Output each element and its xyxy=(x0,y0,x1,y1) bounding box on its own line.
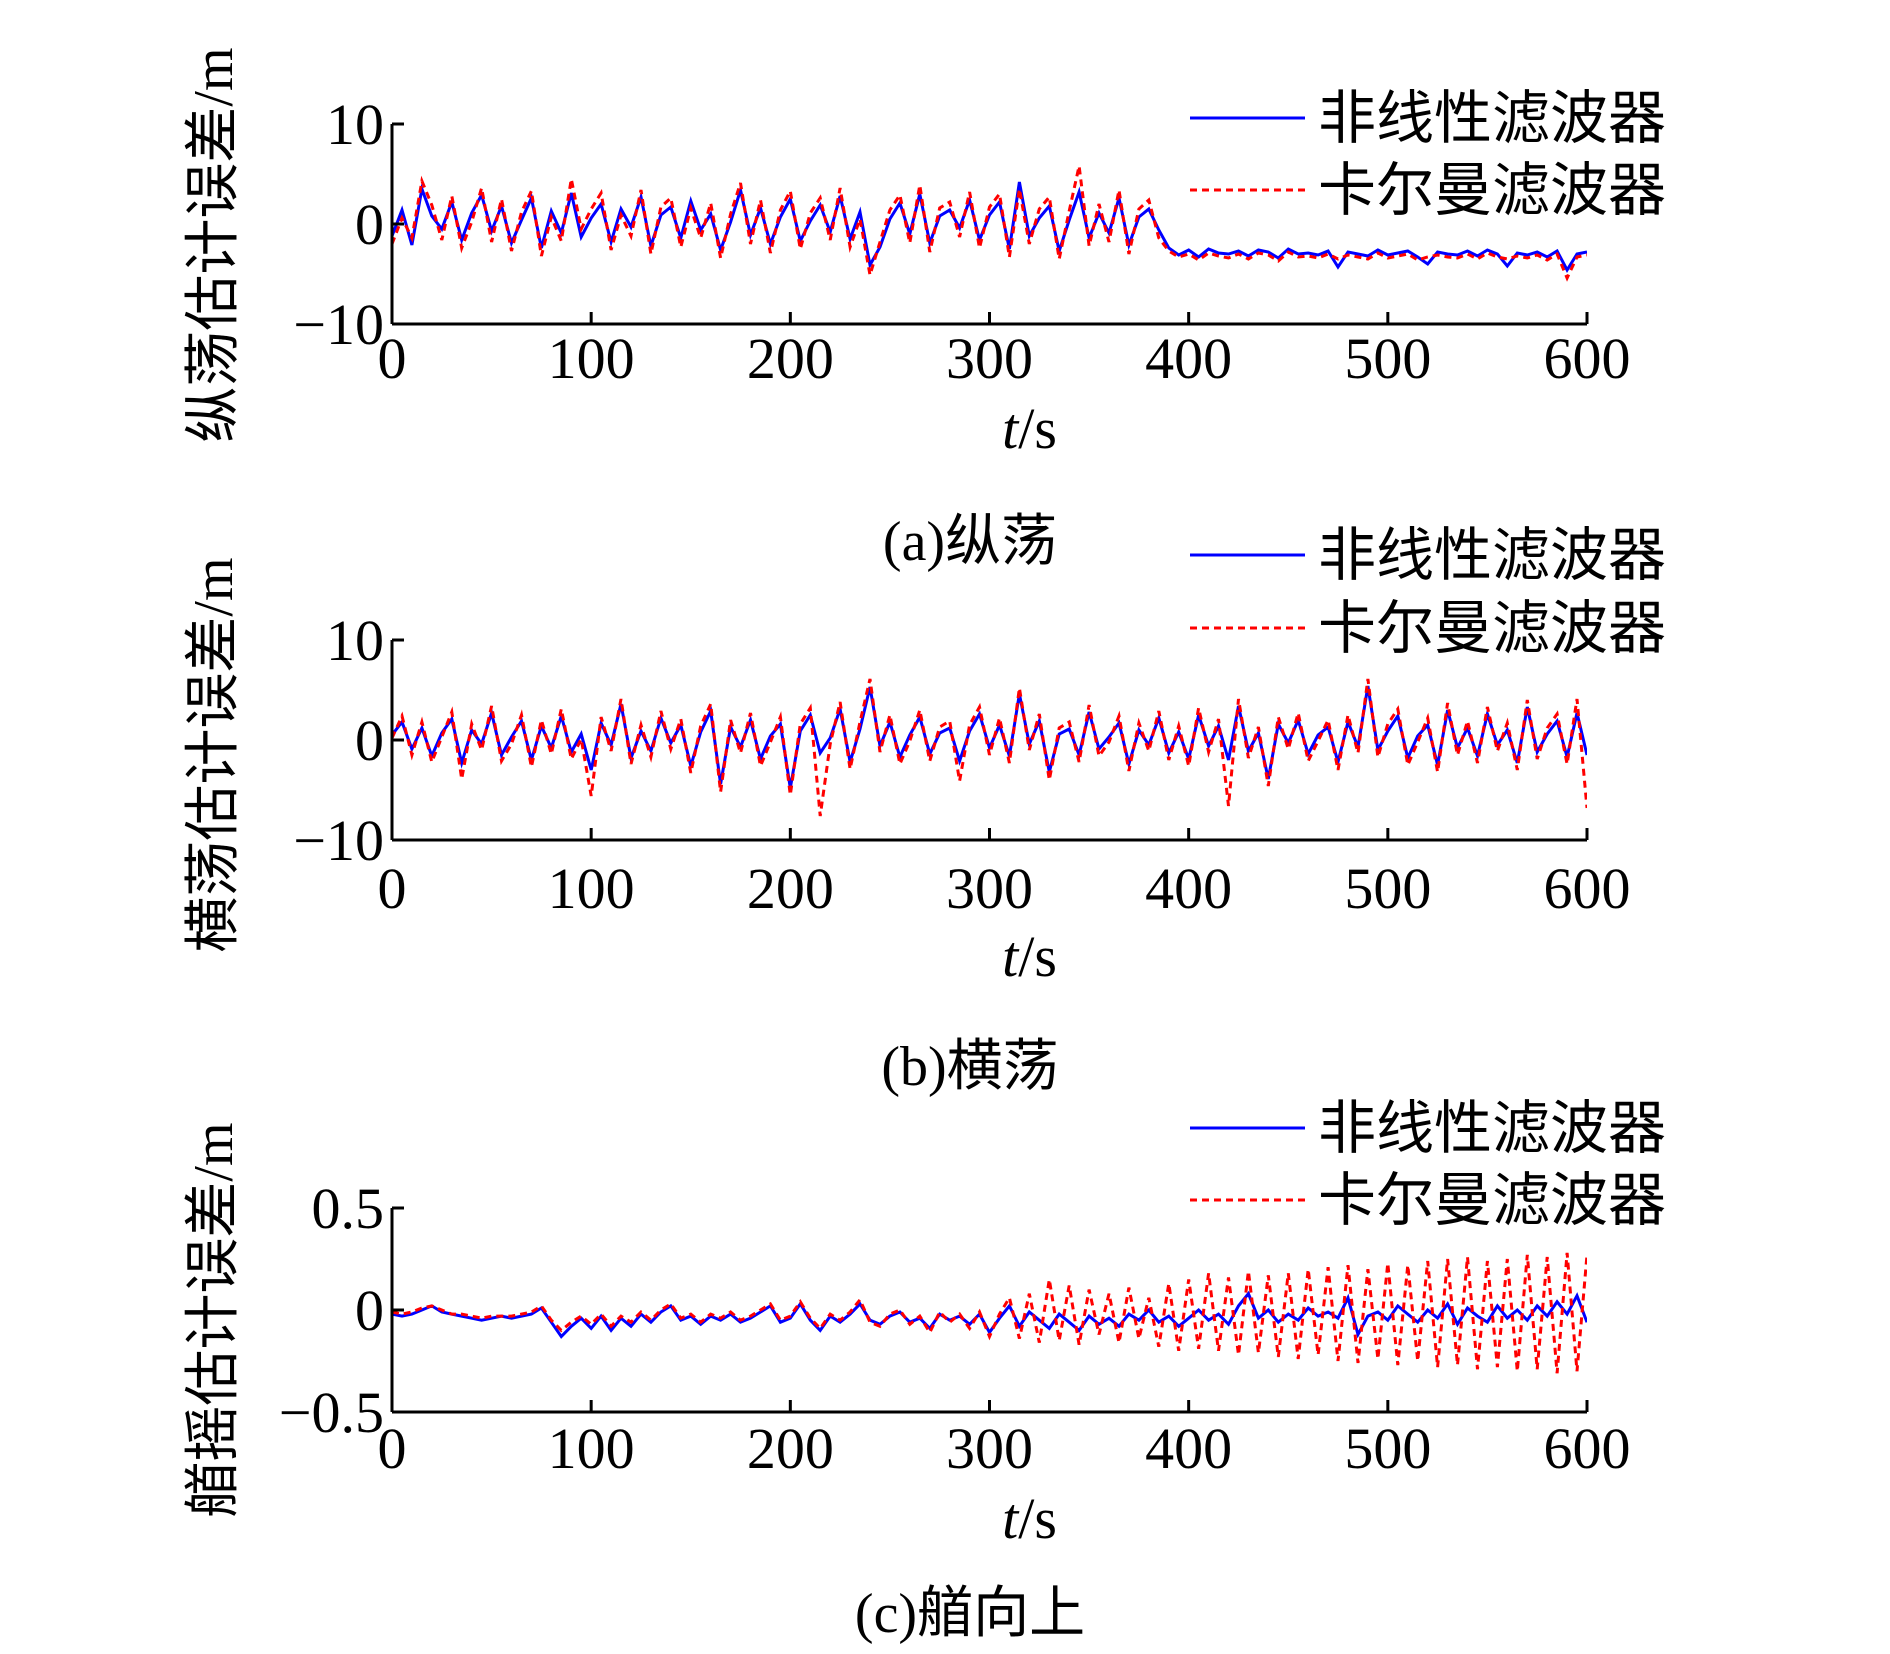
x-tick-label: 0 xyxy=(378,856,407,921)
y-tick-label: 0 xyxy=(355,1278,384,1343)
panel-caption: (b)横荡 xyxy=(881,1036,1058,1098)
x-tick-label: 200 xyxy=(747,856,834,921)
x-tick-label: 400 xyxy=(1145,856,1232,921)
x-tick-label: 500 xyxy=(1344,1416,1431,1481)
x-tick-label: 0 xyxy=(378,326,407,391)
y-tick-label: 10 xyxy=(326,608,384,673)
y-tick-label: 0 xyxy=(355,708,384,773)
chart-panel-2: 0 100 200 300 400 500 600−10010t/s横荡估计误差/m非线性滤… xyxy=(183,523,1666,1098)
series-line-nonlinear-filter xyxy=(392,1290,1587,1339)
x-tick-label: 100 xyxy=(548,326,635,391)
y-tick-label: 0.5 xyxy=(312,1176,385,1241)
x-tick-label: 600 xyxy=(1544,326,1631,391)
legend-label: 非线性滤波器 xyxy=(1318,86,1666,151)
y-axis-label: 横荡估计误差/m xyxy=(183,557,245,952)
x-tick-label: 500 xyxy=(1344,856,1431,921)
x-tick-label: 300 xyxy=(946,856,1033,921)
legend-label: 卡尔曼滤波器 xyxy=(1318,1168,1666,1233)
x-tick-label: 400 xyxy=(1145,326,1232,391)
legend-label: 卡尔曼滤波器 xyxy=(1318,158,1666,223)
x-tick-label: 600 xyxy=(1544,856,1631,921)
x-tick-label: 0 xyxy=(378,1416,407,1481)
legend-label: 非线性滤波器 xyxy=(1318,1096,1666,1161)
x-axis-label: t/s xyxy=(1002,1486,1057,1551)
legend-label: 卡尔曼滤波器 xyxy=(1318,596,1666,661)
panel-caption: (a)纵荡 xyxy=(883,511,1057,573)
x-tick-label: 200 xyxy=(747,1416,834,1481)
y-axis-label: 纵荡估计误差/m xyxy=(183,47,245,442)
y-tick-label: −10 xyxy=(293,292,384,357)
series-line-nonlinear-filter xyxy=(392,181,1587,274)
x-tick-label: 100 xyxy=(548,856,635,921)
y-axis-label: 艏摇估计误差/m xyxy=(183,1122,245,1517)
x-tick-label: 300 xyxy=(946,1416,1033,1481)
x-tick-label: 400 xyxy=(1145,1416,1232,1481)
panel-caption: (c)艏向上 xyxy=(855,1583,1085,1645)
x-axis-label: t/s xyxy=(1002,396,1057,461)
y-tick-label: 10 xyxy=(326,92,384,157)
series-line-kalman-filter xyxy=(392,165,1587,282)
x-tick-label: 100 xyxy=(548,1416,635,1481)
x-tick-label: 600 xyxy=(1544,1416,1631,1481)
x-tick-label: 500 xyxy=(1344,326,1431,391)
y-tick-label: −0.5 xyxy=(279,1380,384,1445)
x-axis-label: t/s xyxy=(1002,924,1057,989)
y-tick-label: 0 xyxy=(355,192,384,257)
x-tick-label: 200 xyxy=(747,326,834,391)
legend-label: 非线性滤波器 xyxy=(1318,523,1666,588)
series-line-nonlinear-filter xyxy=(392,685,1587,789)
y-tick-label: −10 xyxy=(293,808,384,873)
series-line-kalman-filter xyxy=(392,1252,1587,1374)
series-line-kalman-filter xyxy=(392,678,1587,817)
x-tick-label: 300 xyxy=(946,326,1033,391)
